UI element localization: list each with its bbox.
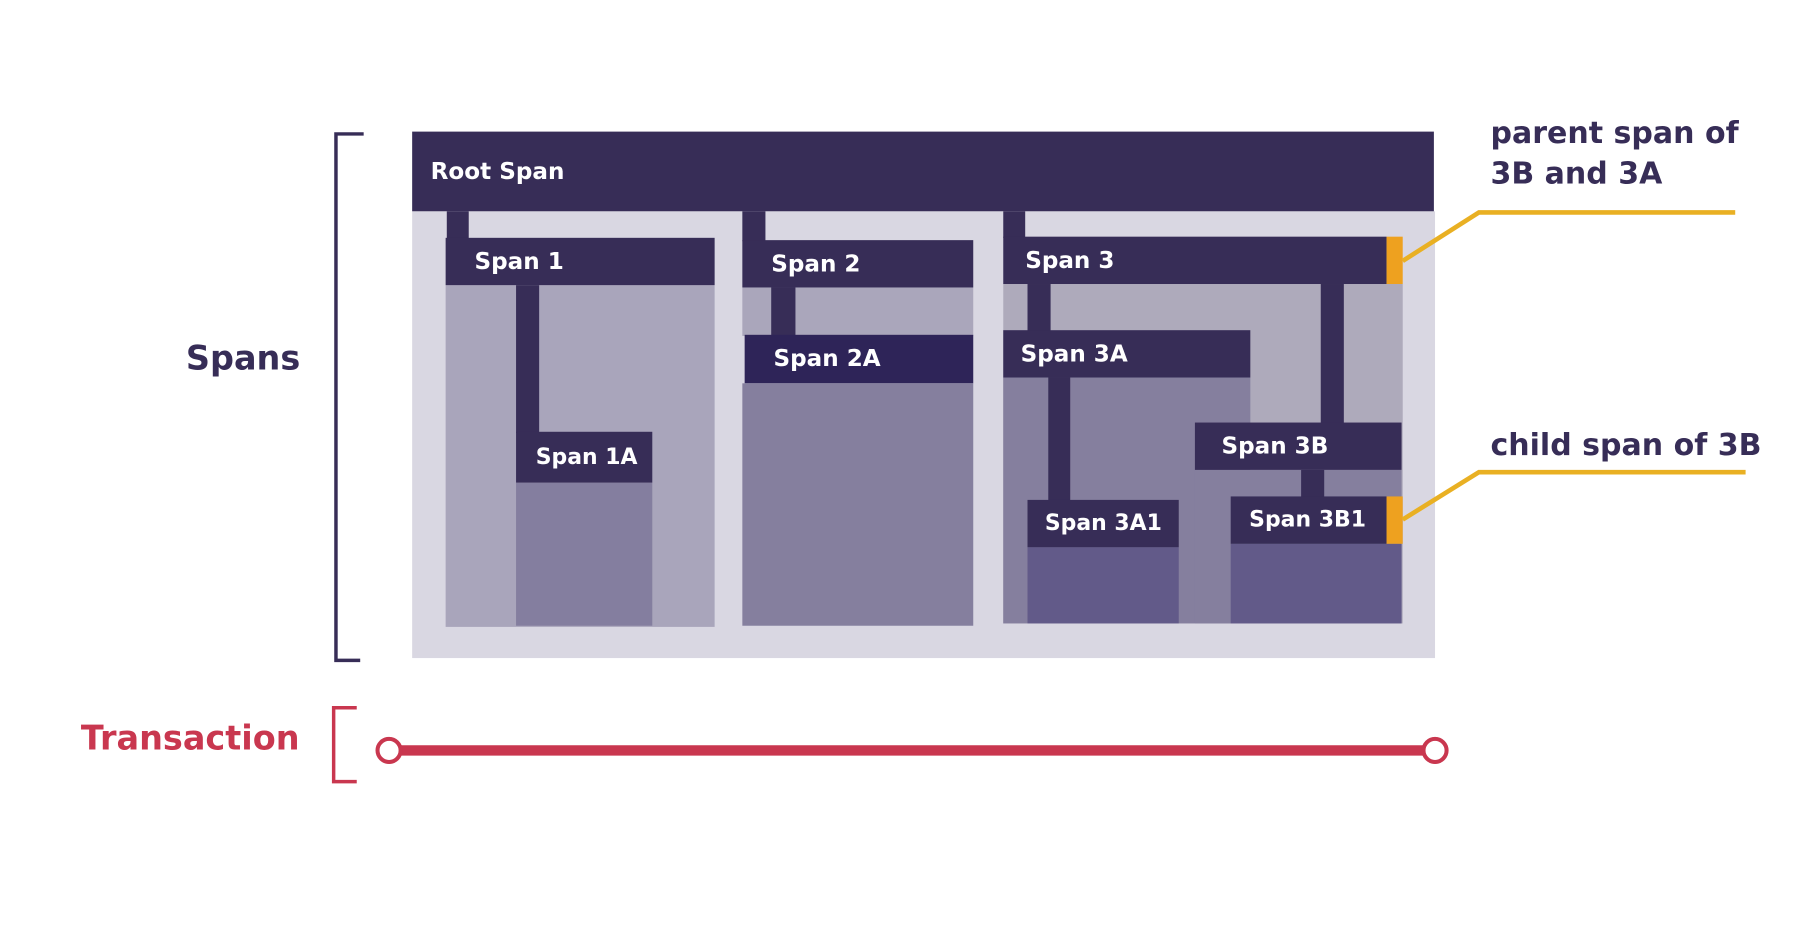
transaction-end-marker <box>1421 736 1449 764</box>
connector <box>516 285 540 433</box>
parent-annotation-line1: parent span of <box>1490 116 1739 152</box>
span-3b1-area <box>1230 543 1402 624</box>
span-3a: Span 3A <box>1003 330 1251 378</box>
span-3a1: Span 3A1 <box>1027 499 1179 548</box>
span-1a-area <box>516 482 653 626</box>
span-3a1-area <box>1027 547 1179 624</box>
span-3-highlight <box>1386 236 1403 285</box>
span-1a: Span 1A <box>516 431 653 483</box>
child-annotation: child span of 3B <box>1490 428 1762 463</box>
child-callout-line <box>1401 469 1746 522</box>
connector <box>1027 284 1051 332</box>
span-2a-area <box>742 383 974 626</box>
span-1: Span 1 <box>445 237 715 286</box>
parent-annotation-line2: 3B and 3A <box>1490 157 1663 192</box>
span-3b1: Span 3B1 <box>1230 496 1387 544</box>
spans-bracket <box>334 132 364 663</box>
span-3b: Span 3B <box>1194 422 1402 470</box>
connector <box>1320 284 1344 424</box>
root-span: Root Span <box>412 131 1434 212</box>
connector <box>771 287 796 336</box>
spans-label: Spans <box>185 338 301 378</box>
connector <box>446 211 469 239</box>
span-3: Span 3 <box>1003 236 1387 285</box>
transaction-label: Transaction <box>80 718 300 758</box>
parent-callout-line <box>1401 210 1736 263</box>
transaction-start-marker <box>375 736 403 764</box>
span-2a: Span 2A <box>744 334 974 384</box>
connector <box>1003 211 1026 238</box>
connector <box>1301 469 1325 498</box>
connector <box>1048 377 1071 502</box>
connector <box>742 211 766 242</box>
span-3b1-highlight <box>1386 496 1403 544</box>
span-2: Span 2 <box>742 240 974 288</box>
transaction-bracket <box>331 705 357 784</box>
